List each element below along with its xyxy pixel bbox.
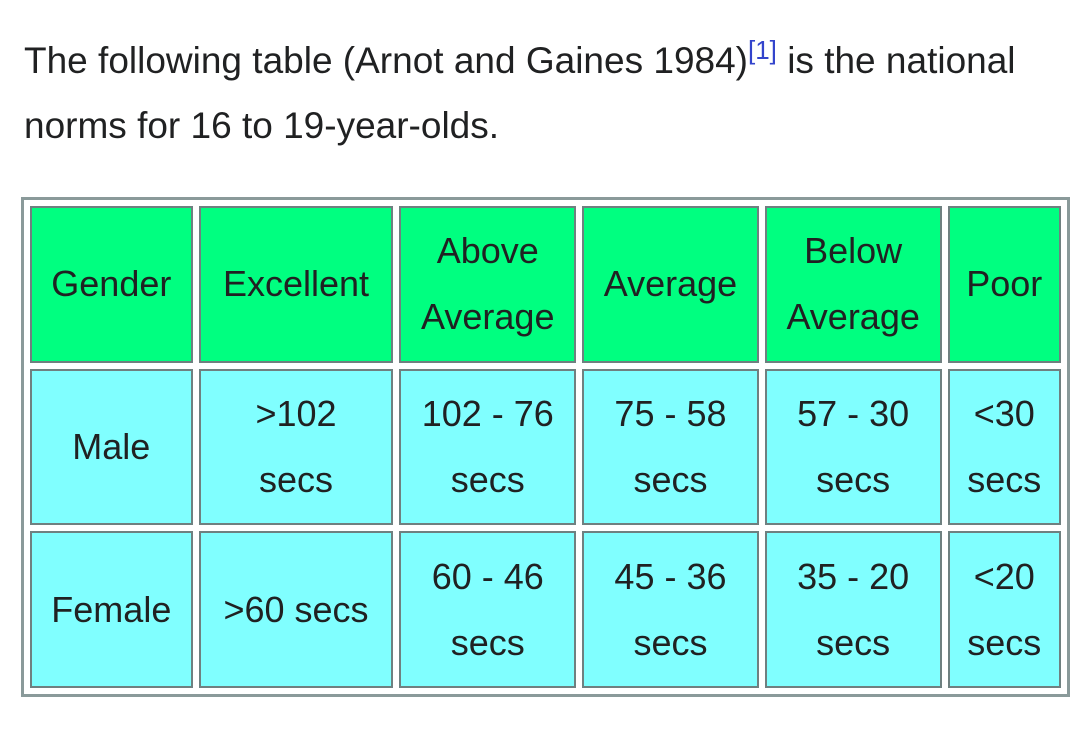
cell-female-average-value: 45 - 36 [614,555,727,597]
cell-male-above-average-unit: secs [450,458,525,500]
cell-male-poor-value: <30 [973,392,1035,434]
cell-female-above-average: 60 - 46 secs [399,531,577,688]
intro-text-before: The following table (Arnot and Gaines 19… [24,40,748,81]
cell-female-poor-value: <20 [973,555,1035,597]
cell-female-below-average-unit: secs [816,621,891,663]
cell-male-average-value: 75 - 58 [614,392,727,434]
header-above-average: Above Average [399,206,577,363]
cell-male-excellent-unit: secs [259,458,334,500]
cell-male-above-average: 102 - 76 secs [399,368,577,526]
header-row: Gender Excellent Above Average Average Be… [30,206,1061,363]
cell-male-above-average-value: 102 - 76 [421,392,554,434]
cell-male-excellent: >102 secs [198,368,394,526]
citation-superscript: [1] [748,35,777,65]
table-row-female: Female >60 secs 60 - 46 secs 45 - 36 secs … [30,531,1061,688]
cell-male-below-average-value: 57 - 30 [797,392,910,434]
header-below-average-line-2: Average [786,296,920,338]
cell-male-below-average-unit: secs [816,458,891,500]
cell-female-average: 45 - 36 secs [582,531,759,688]
cell-male-average-unit: secs [633,458,708,500]
cell-male-gender: Male [30,368,193,526]
header-below-average: Below Average [764,206,942,363]
cell-female-below-average-value: 35 - 20 [797,555,910,597]
cell-female-average-unit: secs [633,621,708,663]
norms-table: Gender Excellent Above Average Average Be… [21,197,1070,697]
cell-female-excellent: >60 secs [198,531,394,688]
header-excellent: Excellent [198,206,394,363]
table-row-male: Male >102 secs 102 - 76 secs 75 - 58 secs 5… [30,368,1061,526]
cell-male-below-average: 57 - 30 secs [764,368,942,526]
cell-male-excellent-value: >102 [255,392,337,434]
citation-link[interactable]: [1] [748,35,777,65]
cell-male-poor: <30 secs [947,368,1061,526]
cell-female-below-average: 35 - 20 secs [764,531,942,688]
cell-male-average: 75 - 58 secs [582,368,759,526]
cell-male-poor-unit: secs [967,458,1042,500]
cell-female-above-average-unit: secs [450,621,525,663]
intro-paragraph: The following table (Arnot and Gaines 19… [24,28,1044,158]
intro-text-after: is the national norms for 16 to 19-year-… [24,40,1016,146]
header-above-average-line-1: Above [436,230,539,272]
cell-female-poor-unit: secs [967,621,1042,663]
header-below-average-line-1: Below [804,230,903,272]
header-poor: Poor [947,206,1061,363]
header-gender: Gender [30,206,193,363]
header-above-average-line-2: Average [421,296,555,338]
header-average: Average [582,206,759,363]
cell-female-poor: <20 secs [947,531,1061,688]
cell-female-above-average-value: 60 - 46 [431,555,544,597]
cell-female-gender: Female [30,531,193,688]
